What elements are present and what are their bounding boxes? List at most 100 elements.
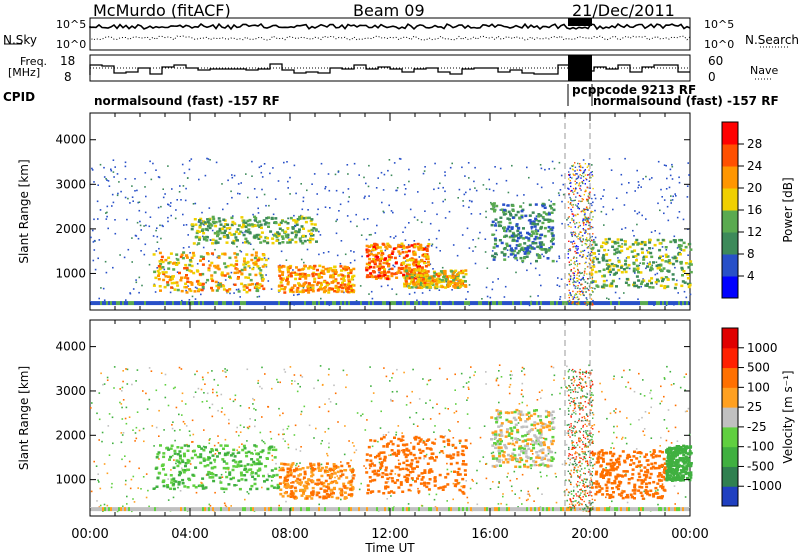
- echo-speck: [355, 213, 357, 216]
- echo-speck: [103, 503, 106, 506]
- pcp-column-echo: [589, 301, 591, 303]
- echo-speck: [261, 439, 263, 442]
- echo-band-cell: [531, 222, 535, 225]
- pcp-column-echo: [571, 168, 574, 170]
- pcp-column-echo: [591, 244, 594, 246]
- echo-band-cell: [233, 252, 237, 255]
- echo-band-cell: [316, 289, 320, 292]
- echo-band-cell: [422, 274, 426, 277]
- echo-band-cell: [162, 278, 166, 282]
- echo-band-cell: [176, 453, 180, 456]
- echo-speck: [548, 168, 550, 170]
- echo-speck: [360, 482, 362, 485]
- echo-band-cell: [324, 267, 328, 271]
- echo-speck: [193, 396, 195, 398]
- near-range-echo: [462, 301, 464, 306]
- echo-band-cell: [543, 234, 547, 238]
- echo-speck: [277, 381, 279, 383]
- echo-speck: [518, 403, 521, 405]
- pcp-column-echo: [574, 261, 576, 263]
- echo-band-cell: [514, 247, 518, 250]
- pcp-column-echo: [582, 222, 585, 224]
- echo-band-cell: [262, 219, 266, 222]
- echo-speck: [620, 183, 623, 186]
- near-range-echo: [166, 301, 168, 306]
- echo-speck: [91, 402, 93, 404]
- pcp-column-echo: [573, 274, 576, 277]
- echo-speck: [246, 440, 248, 442]
- echo-band-cell: [282, 481, 286, 485]
- echo-speck: [423, 170, 426, 172]
- echo-band-cell: [221, 274, 225, 277]
- echo-speck: [343, 291, 345, 294]
- echo-speck: [485, 216, 487, 219]
- echo-band-cell: [550, 232, 554, 235]
- echo-speck: [603, 224, 605, 226]
- echo-speck: [663, 212, 665, 215]
- echo-speck: [228, 418, 230, 421]
- echo-speck: [468, 177, 470, 179]
- echo-band-cell: [419, 244, 423, 247]
- echo-speck: [132, 498, 134, 500]
- echo-speck: [377, 440, 379, 443]
- echo-speck: [318, 253, 320, 256]
- echo-band-cell: [369, 252, 373, 256]
- near-range-echo: [96, 301, 98, 306]
- echo-band-cell: [205, 228, 209, 231]
- echo-speck: [173, 459, 175, 461]
- near-range-echo: [654, 301, 656, 306]
- echo-speck: [204, 488, 207, 490]
- pcp-column-echo: [574, 226, 576, 228]
- echo-band-cell: [409, 270, 413, 274]
- echo-band-cell: [413, 243, 417, 246]
- echo-speck: [586, 287, 588, 290]
- echo-band-cell: [313, 280, 317, 283]
- pcp-column-echo: [575, 277, 578, 279]
- echo-speck: [300, 446, 302, 448]
- echo-band-cell: [414, 269, 418, 272]
- echo-band-cell: [322, 484, 326, 488]
- echo-speck: [135, 281, 138, 284]
- echo-band-cell: [270, 217, 274, 220]
- echo-band-cell: [493, 237, 497, 240]
- echo-band-cell: [295, 290, 299, 293]
- echo-speck: [224, 370, 226, 373]
- pcp-column-echo: [575, 178, 577, 180]
- echo-speck: [498, 370, 500, 372]
- near-range-echo: [202, 301, 204, 306]
- echo-band-cell: [455, 273, 459, 276]
- echo-band-cell: [175, 262, 179, 265]
- echo-speck: [424, 246, 427, 249]
- echo-speck: [566, 432, 568, 434]
- echo-band-cell: [510, 249, 514, 252]
- near-range-echo: [502, 301, 504, 306]
- near-range-echo: [318, 301, 320, 306]
- pcp-column-echo: [579, 182, 581, 184]
- pcp-column-echo: [580, 166, 582, 168]
- pcp-column-echo: [575, 293, 578, 296]
- echo-band-cell: [229, 263, 233, 267]
- echo-speck: [689, 282, 692, 285]
- echo-speck: [239, 431, 242, 433]
- echo-speck: [270, 288, 273, 290]
- echo-speck: [566, 219, 568, 221]
- pcp-column-echo: [575, 247, 577, 250]
- pcp-column-echo: [589, 271, 591, 273]
- echo-band-cell: [309, 284, 313, 287]
- echo-band-cell: [539, 226, 543, 230]
- echo-speck: [558, 255, 560, 258]
- echo-speck: [535, 228, 537, 230]
- echo-band-cell: [530, 230, 534, 233]
- echo-speck: [143, 253, 146, 256]
- echo-band-cell: [628, 245, 632, 249]
- echo-band-cell: [346, 274, 350, 278]
- echo-speck: [118, 181, 120, 183]
- echo-speck: [185, 425, 188, 427]
- echo-band-cell: [244, 221, 248, 225]
- echo-band-cell: [277, 486, 281, 489]
- near-range-echo: [110, 301, 112, 306]
- pcp-column-echo: [578, 194, 581, 197]
- echo-band-cell: [420, 259, 424, 263]
- echo-speck: [438, 412, 441, 415]
- echo-speck: [91, 169, 94, 171]
